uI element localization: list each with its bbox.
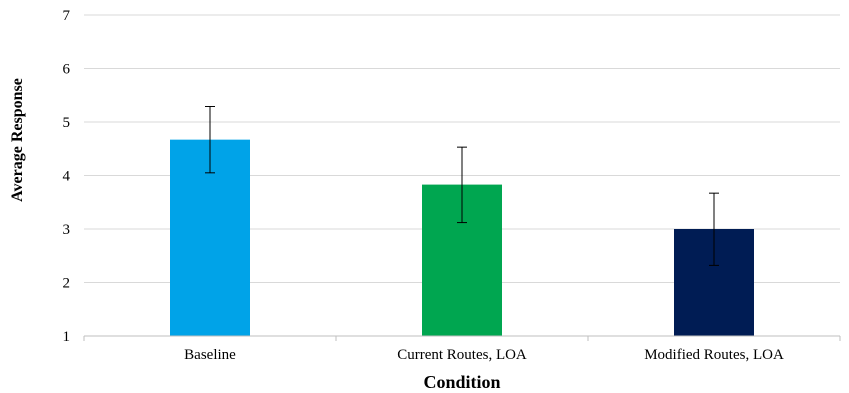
- x-tick-label: Current Routes, LOA: [397, 347, 527, 363]
- y-tick-labels: 1 2 3 4 5 6 7: [63, 8, 71, 345]
- y-tick-label: 3: [63, 222, 71, 238]
- error-bar: [457, 146, 467, 224]
- x-tick-label: Modified Routes, LOA: [644, 347, 784, 363]
- y-axis-title: Average Response: [9, 78, 26, 202]
- error-bars: [205, 105, 719, 266]
- y-tick-label: 2: [63, 276, 71, 292]
- x-tick-labels: Baseline Current Routes, LOA Modified Rout…: [83, 336, 841, 363]
- error-bar: [709, 192, 719, 266]
- y-tick-label: 1: [63, 329, 71, 345]
- x-tick-label: Baseline: [184, 347, 236, 363]
- y-tick-label: 6: [63, 62, 71, 78]
- error-bar: [205, 105, 215, 174]
- y-tick-label: 5: [63, 115, 71, 131]
- y-tick-label: 4: [63, 169, 71, 185]
- y-tick-label: 7: [63, 8, 71, 24]
- x-axis-title: Condition: [423, 372, 500, 392]
